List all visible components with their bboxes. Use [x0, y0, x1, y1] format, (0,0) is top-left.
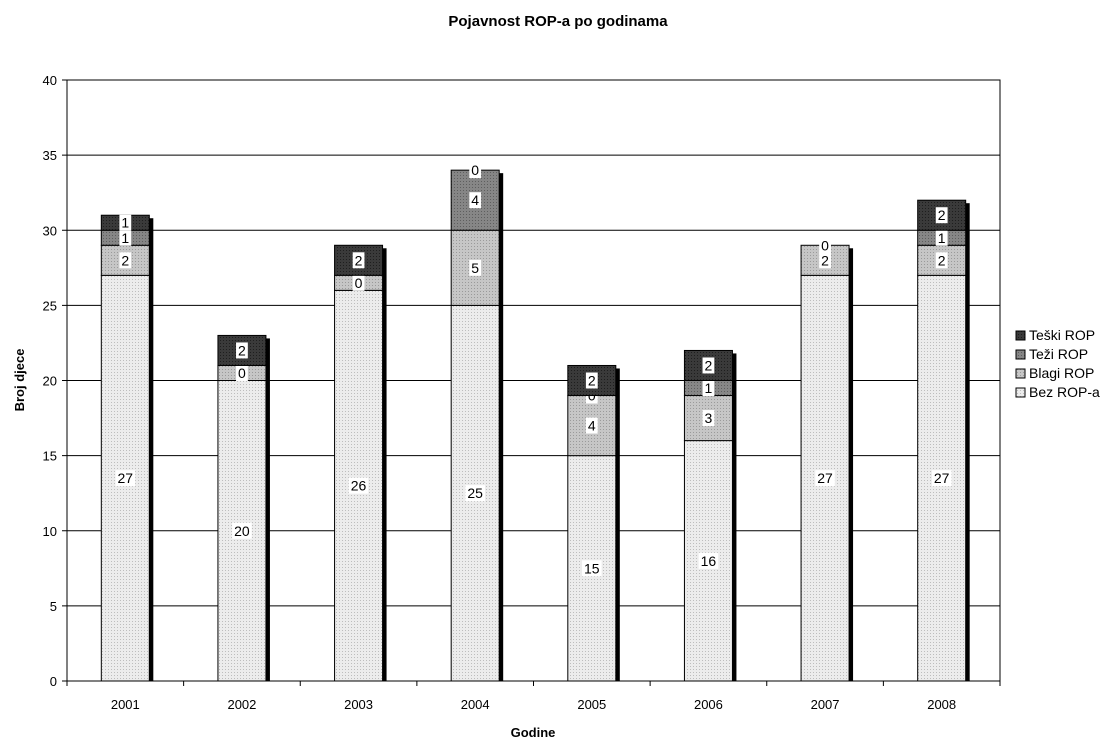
grid-lines: [67, 79, 1000, 607]
data-label: 15: [584, 560, 600, 576]
data-label-background: [119, 252, 132, 269]
data-label: 4: [471, 192, 479, 208]
data-label-background: [236, 342, 248, 359]
data-label-background: [819, 237, 831, 254]
data-label: 1: [705, 380, 713, 396]
legend-swatch: [1015, 368, 1026, 379]
legend-label: Blagi ROP: [1029, 365, 1094, 381]
data-label-background: [931, 470, 952, 487]
data-label-background: [119, 214, 132, 231]
y-tick-label: 0: [50, 674, 57, 689]
x-tick-label: 2007: [811, 697, 840, 712]
x-tick-label: 2001: [111, 697, 140, 712]
data-label-background: [585, 417, 598, 434]
x-axis-ticks: 2001 2002 2003 2004 2005 2006 2007 2008: [66, 681, 1001, 712]
data-label: 26: [351, 478, 367, 494]
x-tick-label: 2004: [461, 697, 490, 712]
data-label: 27: [817, 470, 833, 486]
data-label-background: [119, 229, 132, 246]
data-label: 0: [471, 162, 479, 178]
data-label-background: [352, 274, 365, 291]
data-label: 3: [705, 410, 713, 426]
data-label: 2: [938, 207, 946, 223]
legend-swatch: [1015, 330, 1026, 341]
data-label-background: [935, 252, 948, 269]
data-label-background: [702, 410, 715, 427]
data-label: 2: [588, 373, 596, 389]
data-label: 0: [821, 237, 829, 253]
data-label-background: [815, 470, 835, 487]
y-tick-label: 20: [43, 374, 57, 389]
legend-label: Teži ROP: [1029, 346, 1088, 362]
data-label: 2: [238, 342, 246, 358]
data-label-background: [582, 560, 602, 577]
x-tick-label: 2005: [577, 697, 606, 712]
data-label-background: [935, 207, 948, 224]
data-label: 0: [238, 365, 246, 381]
data-label: 0: [355, 275, 363, 291]
x-tick-label: 2002: [227, 697, 256, 712]
data-label: 1: [121, 215, 129, 231]
data-label: 25: [467, 485, 483, 501]
data-label-background: [935, 229, 948, 246]
legend: Teški ROP Teži ROP Blagi ROP Bez ROP-a: [1015, 327, 1100, 400]
data-label-background: [232, 522, 252, 539]
legend-label: Bez ROP-a: [1029, 384, 1100, 400]
data-label: 2: [938, 252, 946, 268]
y-tick-label: 35: [43, 148, 57, 163]
data-label: 16: [701, 553, 717, 569]
data-label-background: [236, 364, 248, 381]
y-tick-label: 30: [43, 223, 57, 238]
data-label: 2: [121, 252, 129, 268]
data-label: 1: [121, 230, 129, 246]
y-tick-label: 25: [43, 298, 57, 313]
data-label: 4: [588, 418, 596, 434]
y-axis-title: Broj djece: [12, 349, 27, 412]
data-label-background: [469, 162, 482, 179]
data-label: 2: [821, 252, 829, 268]
data-label-background: [465, 485, 485, 502]
legend-swatch: [1015, 349, 1026, 360]
data-label-background: [819, 252, 831, 269]
legend-swatch: [1015, 387, 1026, 398]
data-label: 20: [234, 523, 250, 539]
x-tick-label: 2003: [344, 697, 373, 712]
data-label: 1: [938, 230, 946, 246]
chart-title: Pojavnost ROP-a po godinama: [448, 13, 668, 30]
x-tick-label: 2006: [694, 697, 723, 712]
data-label: 2: [705, 357, 713, 373]
x-axis-title: Godine: [511, 725, 556, 740]
y-tick-label: 15: [43, 449, 57, 464]
data-label-background: [352, 252, 365, 269]
data-label-background: [469, 192, 482, 209]
y-axis-ticks: 0 5 10 15 20 25 30 35 40: [43, 73, 67, 689]
data-label: 5: [471, 260, 479, 276]
data-label: 27: [934, 470, 950, 486]
data-label-background: [698, 552, 719, 569]
legend-label: Teški ROP: [1029, 327, 1095, 343]
data-label-background: [469, 259, 482, 276]
data-label-background: [348, 477, 369, 494]
data-label-background: [702, 357, 715, 374]
x-tick-label: 2008: [927, 697, 956, 712]
data-label: 2: [355, 252, 363, 268]
y-tick-label: 40: [43, 73, 57, 88]
y-tick-label: 10: [43, 524, 57, 539]
data-label-background: [702, 380, 715, 397]
data-label: 27: [118, 470, 134, 486]
data-label-background: [115, 470, 136, 487]
y-tick-label: 5: [50, 599, 57, 614]
data-label-background: [585, 372, 598, 389]
bars: 2721120022602255401540216312272027212: [100, 162, 970, 682]
